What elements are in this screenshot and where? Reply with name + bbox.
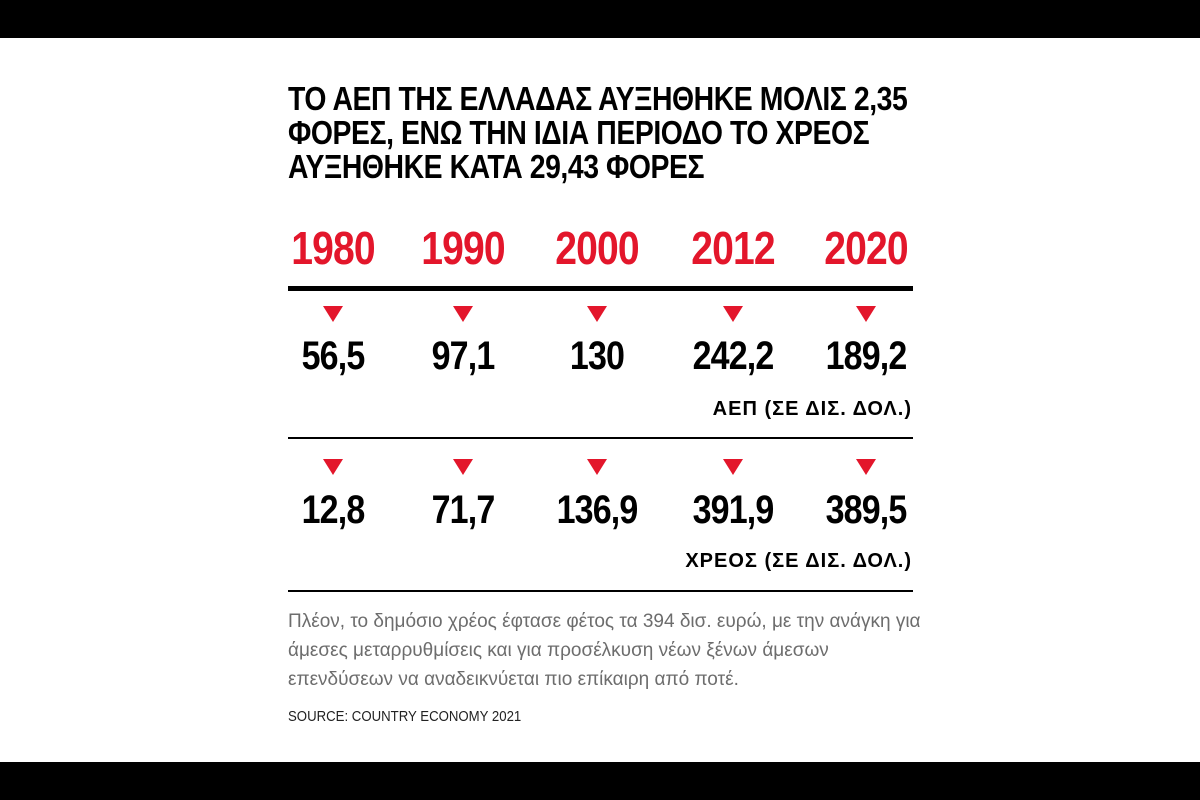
down-triangle-icon [856,459,876,475]
down-triangle-icon [723,306,743,322]
down-triangle-icon [587,306,607,322]
gdp-unit-label: ΑΕΠ (ΣΕ ΔΙΣ. ΔΟΛ.) [712,398,912,420]
down-triangle-icon [453,306,473,322]
debt-unit-label: ΧΡΕΟΣ (ΣΕ ΔΙΣ. ΔΟΛ.) [685,550,912,572]
bottom-letterbox-bar [0,762,1200,800]
down-triangle-icon [453,459,473,475]
header-divider [288,286,913,291]
down-triangle-icon [587,459,607,475]
down-triangle-icon [323,459,343,475]
top-letterbox-bar [0,0,1200,38]
headline-line-1: ΤΟ ΑΕΠ ΤΗΣ ΕΛΛΑΔΑΣ ΑΥΞΗΘΗΚΕ ΜΟΛΙΣ 2,35 [288,80,908,117]
debt-divider [288,590,913,592]
debt-value: 391,9 [692,488,775,532]
gdp-value: 130 [569,334,625,378]
year-label: 1990 [421,222,505,274]
year-label: 1980 [291,222,375,274]
gdp-value: 189,2 [825,334,908,378]
headline-line-3: ΑΥΞΗΘΗΚΕ ΚΑΤΑ 29,43 ΦΟΡΕΣ [288,148,705,185]
debt-value: 12,8 [301,488,366,532]
debt-value: 136,9 [556,488,639,532]
debt-value: 71,7 [431,488,496,532]
source-credit: SOURCE: COUNTRY ECONOMY 2021 [288,708,522,725]
debt-value: 389,5 [825,488,908,532]
year-label: 2000 [555,222,639,274]
footnote-text: Πλέον, το δημόσιο χρέος έφτασε φέτος τα … [288,611,921,690]
gdp-value: 242,2 [692,334,775,378]
headline: ΤΟ ΑΕΠ ΤΗΣ ΕΛΛΑΔΑΣ ΑΥΞΗΘΗΚΕ ΜΟΛΙΣ 2,35 Φ… [288,80,908,185]
gdp-divider [288,437,913,439]
gdp-value: 56,5 [301,334,366,378]
headline-line-2: ΦΟΡΕΣ, ΕΝΩ ΤΗΝ ΙΔΙΑ ΠΕΡΙΟΔΟ ΤΟ ΧΡΕΟΣ [288,114,870,151]
down-triangle-icon [323,306,343,322]
down-triangle-icon [856,306,876,322]
gdp-value: 97,1 [431,334,496,378]
year-label: 2020 [824,222,908,274]
year-label: 2012 [691,222,775,274]
down-triangle-icon [723,459,743,475]
